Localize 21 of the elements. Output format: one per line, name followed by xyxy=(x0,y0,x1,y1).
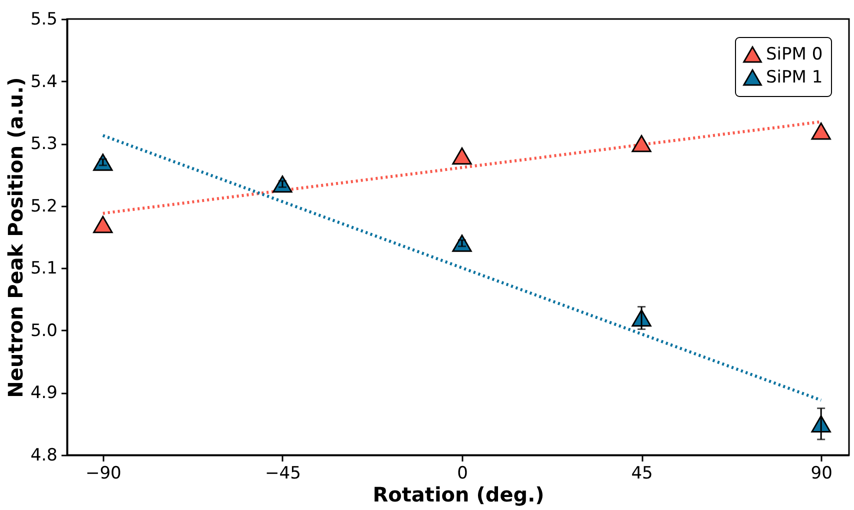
y-tick-label: 4.8 xyxy=(30,446,58,466)
y-tick-label: 5.2 xyxy=(30,196,58,216)
y-tick-label: 5.5 xyxy=(30,10,58,30)
x-tick-label: 0 xyxy=(457,464,468,484)
y-axis-title: Neutron Peak Position (a.u.) xyxy=(3,77,28,398)
x-tick-label: 45 xyxy=(631,464,653,484)
y-tick-label: 5.4 xyxy=(30,72,58,92)
x-axis-title: Rotation (deg.) xyxy=(372,482,544,506)
y-tick-label: 5.3 xyxy=(30,134,58,154)
legend-label: SiPM 1 xyxy=(766,68,823,88)
legend-label: SiPM 0 xyxy=(766,44,823,64)
point xyxy=(93,216,113,234)
x-tick-label: 90 xyxy=(810,464,832,484)
y-tick-label: 5.1 xyxy=(30,258,58,279)
point xyxy=(632,134,652,152)
x-tick-label: −45 xyxy=(265,464,301,484)
point xyxy=(452,147,472,165)
y-tick-label: 5.0 xyxy=(30,320,58,341)
y-tick-label: 4.9 xyxy=(30,383,58,404)
x-tick-label: −90 xyxy=(85,464,122,484)
point xyxy=(811,122,831,140)
